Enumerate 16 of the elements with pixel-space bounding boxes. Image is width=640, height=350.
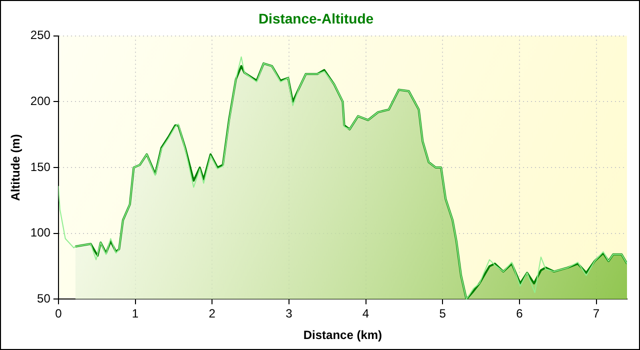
x-tick-label: 3 <box>286 306 293 321</box>
x-axis-title: Distance (km) <box>303 328 382 342</box>
y-axis-title: Altitude (m) <box>8 134 23 201</box>
chart-title: Distance-Altitude <box>258 10 374 26</box>
y-tick-label: 50 <box>37 292 51 306</box>
x-tick-label: 4 <box>362 306 370 321</box>
x-tick-label: 2 <box>208 306 216 321</box>
y-tick-label: 200 <box>30 94 51 108</box>
x-tick-label: 6 <box>516 306 524 321</box>
x-tick-label: 7 <box>592 306 600 321</box>
y-tick-label: 150 <box>30 160 51 174</box>
x-tick-label: 5 <box>439 306 446 321</box>
y-tick-label: 250 <box>30 28 51 42</box>
y-tick-label: 100 <box>30 226 51 240</box>
x-tick-label: 0 <box>55 306 62 321</box>
x-tick-label: 1 <box>132 306 139 321</box>
